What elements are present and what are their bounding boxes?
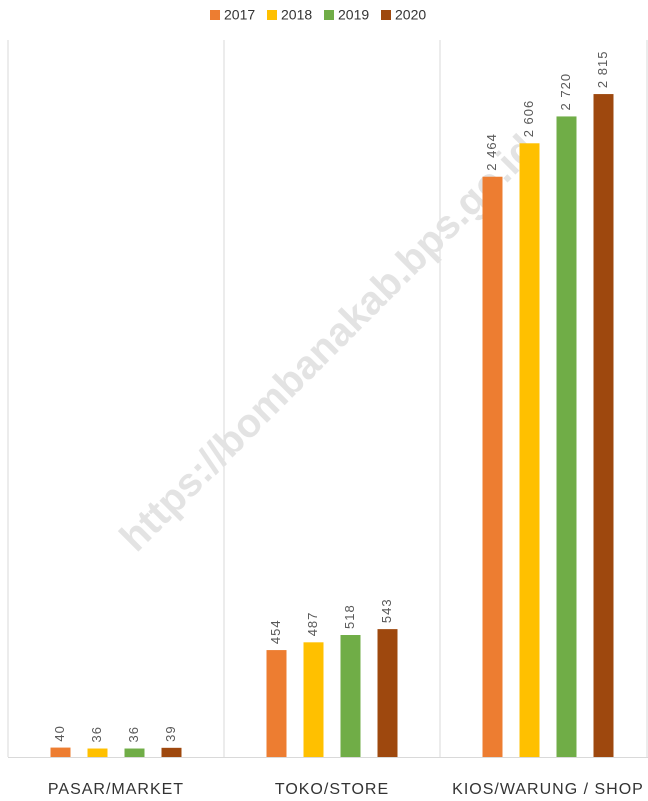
legend-swatch <box>267 10 277 20</box>
bar <box>340 635 361 757</box>
legend-swatch <box>381 10 391 20</box>
x-tick-label: KIOS/WARUNG / SHOP <box>452 781 644 798</box>
x-tick-label: PASAR/MARKET <box>48 781 184 798</box>
bar <box>519 143 540 758</box>
bar <box>593 94 614 757</box>
value-label: 39 <box>163 725 178 741</box>
bar <box>87 748 108 757</box>
x-tick-label: TOKO/STORE <box>275 781 389 798</box>
legend-label: 2019 <box>338 7 369 23</box>
bar <box>377 629 398 757</box>
bar <box>556 116 577 757</box>
bar <box>482 176 503 757</box>
legend-label: 2017 <box>224 7 255 23</box>
legend-swatch <box>210 10 220 20</box>
bar <box>50 747 71 757</box>
legend-swatch <box>324 10 334 20</box>
value-label: 2 815 <box>595 51 610 89</box>
value-label: 40 <box>52 725 67 741</box>
bar <box>124 748 145 757</box>
legend-label: 2020 <box>395 7 426 23</box>
bar <box>266 650 287 757</box>
watermark: https://bombanakab.bps.go.id <box>112 127 545 560</box>
value-label: 487 <box>305 612 320 637</box>
value-label: 36 <box>126 726 141 742</box>
value-label: 2 606 <box>521 100 536 138</box>
value-label: 2 464 <box>484 133 499 171</box>
value-label: 543 <box>379 598 394 623</box>
bar <box>303 642 324 757</box>
legend-label: 2018 <box>281 7 312 23</box>
value-label: 2 720 <box>558 73 573 111</box>
value-label: 518 <box>342 604 357 629</box>
value-label: 454 <box>268 619 283 644</box>
bar <box>161 747 182 757</box>
value-label: 36 <box>89 726 104 742</box>
